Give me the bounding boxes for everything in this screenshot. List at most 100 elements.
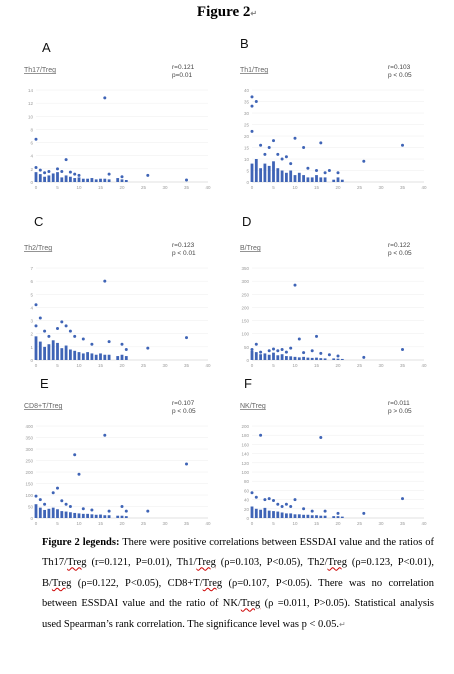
- data-bar: [52, 340, 55, 360]
- x-tick-label: 30: [162, 185, 168, 190]
- data-point: [103, 280, 106, 283]
- data-bar: [341, 180, 344, 182]
- data-point: [78, 174, 81, 177]
- data-bar: [319, 358, 322, 360]
- y-tick-label: 0: [30, 180, 33, 185]
- data-point: [35, 303, 38, 306]
- data-point: [285, 351, 288, 354]
- data-bar: [103, 515, 106, 518]
- data-point: [251, 95, 254, 98]
- data-bar: [264, 164, 267, 182]
- data-bar: [99, 515, 102, 518]
- data-bar: [285, 173, 288, 182]
- data-bar: [264, 508, 267, 518]
- data-point: [121, 343, 124, 346]
- chart-stat-r: r=0.121: [172, 64, 195, 71]
- data-bar: [289, 171, 292, 183]
- y-tick-label: 2: [30, 167, 33, 172]
- x-tick-label: 5: [272, 521, 275, 526]
- data-point: [272, 499, 275, 502]
- y-tick-label: 180: [241, 433, 249, 438]
- panel-letter: A: [42, 40, 51, 55]
- data-bar: [69, 512, 72, 518]
- data-point: [289, 162, 292, 165]
- data-point: [272, 139, 275, 142]
- y-tick-label: 14: [28, 88, 34, 93]
- data-bar: [121, 179, 124, 182]
- data-point: [315, 169, 318, 172]
- data-bar: [125, 356, 128, 360]
- data-bar: [116, 178, 119, 182]
- data-bar: [307, 177, 310, 182]
- x-tick-label: 5: [56, 185, 59, 190]
- legend-treg-6: Treg: [241, 598, 260, 609]
- data-point: [362, 160, 365, 163]
- data-bar: [86, 352, 89, 360]
- y-tick-label: 40: [244, 88, 250, 93]
- x-tick-label: 15: [98, 363, 104, 368]
- data-bar: [69, 177, 72, 182]
- data-bar: [86, 514, 89, 518]
- data-bar: [48, 175, 51, 182]
- data-bar: [324, 516, 327, 518]
- x-tick-label: 10: [292, 185, 298, 190]
- data-point: [39, 498, 42, 501]
- data-point: [285, 503, 288, 506]
- data-point: [52, 491, 55, 494]
- legend-text-2: (r=0.121, P=0.01), Th1/: [87, 557, 197, 568]
- data-bar: [337, 177, 340, 182]
- data-bar: [52, 173, 55, 182]
- x-tick-label: 10: [76, 521, 82, 526]
- data-point: [47, 335, 50, 338]
- data-bar: [56, 509, 59, 518]
- data-point: [255, 100, 258, 103]
- data-bar: [255, 352, 258, 360]
- y-tick-label: 4: [30, 305, 33, 310]
- chart-title: Th1/Treg: [240, 67, 268, 74]
- data-bar: [108, 179, 111, 182]
- data-point: [146, 347, 149, 350]
- y-tick-label: 350: [25, 436, 33, 441]
- data-point: [125, 510, 128, 513]
- panel-f: F NK/Treg r=0.011 p > 0.05 0 20 40 60 80 100 120 14…: [238, 376, 450, 526]
- data-point: [315, 335, 318, 338]
- data-point: [298, 337, 301, 340]
- data-bar: [39, 508, 42, 518]
- data-bar: [73, 513, 76, 518]
- x-tick-label: 25: [357, 363, 363, 368]
- data-bar: [116, 356, 119, 360]
- x-tick-label: 15: [314, 363, 320, 368]
- x-tick-label: 30: [378, 363, 384, 368]
- data-point: [43, 503, 46, 506]
- x-tick-label: 0: [251, 521, 254, 526]
- data-bar: [60, 348, 63, 360]
- chart-stat-p: p < 0.05: [388, 250, 412, 257]
- data-bar: [95, 355, 98, 360]
- y-tick-label: 20: [244, 507, 250, 512]
- data-bar: [48, 344, 51, 360]
- data-bar: [285, 513, 288, 518]
- data-bar: [65, 512, 68, 518]
- data-bar: [259, 354, 262, 360]
- y-tick-label: 8: [30, 127, 33, 132]
- data-bar: [95, 515, 98, 518]
- data-point: [69, 505, 72, 508]
- data-bar: [116, 516, 119, 518]
- data-point: [56, 327, 59, 330]
- chart-stat-p: p < 0.01: [172, 250, 196, 257]
- y-tick-label: 4: [30, 154, 33, 159]
- data-point: [324, 171, 327, 174]
- data-bar: [121, 516, 124, 518]
- legend-text-3: (ρ=0.103, P<0.05), Th2/: [216, 557, 328, 568]
- y-tick-label: 0: [246, 516, 249, 521]
- y-tick-label: 3: [30, 319, 33, 324]
- data-bar: [39, 342, 42, 360]
- data-bar: [294, 514, 297, 518]
- data-bar: [65, 175, 68, 182]
- data-point: [337, 171, 340, 174]
- panel-b: B Th1/Treg r=0.103 p < 0.05 0 5 10 15 20 25 30 35 40…: [238, 40, 450, 190]
- data-point: [35, 138, 38, 141]
- y-tick-label: 10: [244, 157, 250, 162]
- data-bar: [43, 510, 46, 518]
